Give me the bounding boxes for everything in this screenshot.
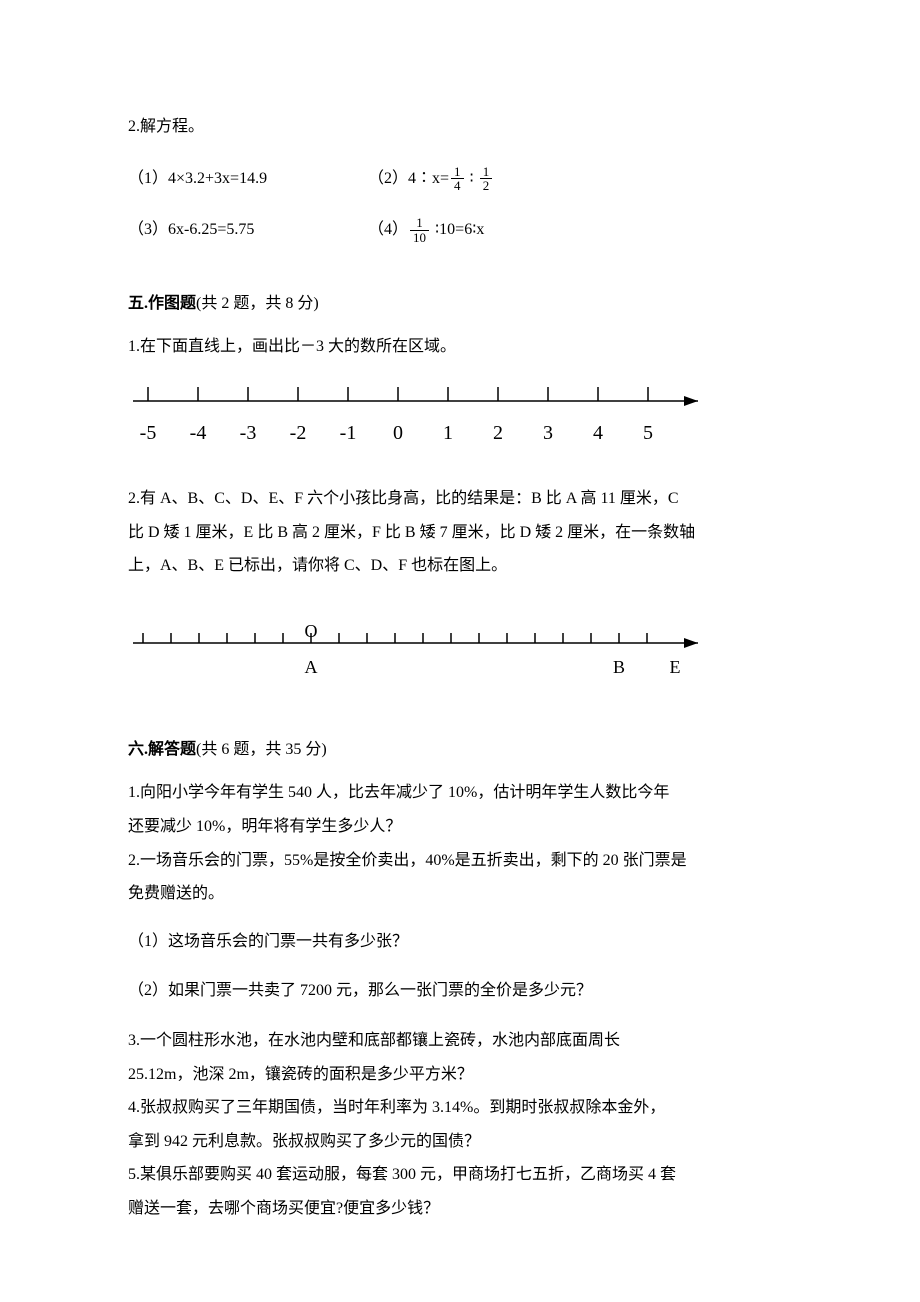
- s5-q2-line2: 比 D 矮 1 厘米，E 比 B 高 2 厘米，F 比 B 矮 7 厘米，比 D…: [128, 516, 800, 550]
- axis-label-O: O: [305, 613, 318, 651]
- q2-heading: 2.解方程。: [128, 110, 800, 144]
- frac-num: 1: [480, 165, 493, 180]
- axis-label: 1: [443, 412, 453, 454]
- s6-q5-line1: 5.某俱乐部要购买 40 套运动服，每套 300 元，甲商场打七五折，乙商场买 …: [128, 1158, 800, 1192]
- section-5-sub: (共 2 题，共 8 分): [196, 295, 319, 312]
- s6-q2-line2: 免费赠送的。: [128, 877, 800, 911]
- axis-label: 5: [643, 412, 653, 454]
- section-5-heading: 五.作图题(共 2 题，共 8 分): [128, 287, 800, 321]
- eq-1: （1）4×3.2+3x=14.9: [128, 162, 368, 196]
- s6-q3-line2: 25.12m，池深 2m，镶瓷砖的面积是多少平方米？: [128, 1058, 800, 1092]
- s5-q1: 1.在下面直线上，画出比－3 大的数所在区域。: [128, 330, 800, 364]
- s5-q2: 2.有 A、B、C、D、E、F 六个小孩比身高，比的结果是：B 比 A 高 11…: [128, 482, 800, 583]
- axis-label: -1: [340, 412, 357, 454]
- axis-label: -3: [240, 412, 257, 454]
- eq2-mid: ∶: [466, 170, 478, 187]
- s6-q1-line2: 还要减少 10%，明年将有学生多少人？: [128, 810, 800, 844]
- s6-q4-line1: 4.张叔叔购买了三年期国债，当时年利率为 3.14%。到期时张叔叔除本金外，: [128, 1091, 800, 1125]
- axis-label: 4: [593, 412, 603, 454]
- eq4-post: ∶10=6∶x: [431, 221, 484, 238]
- s6-q3-line1: 3.一个圆柱形水池，在水池内壁和底部都镶上瓷砖，水池内部底面周长: [128, 1024, 800, 1058]
- axis-label: 3: [543, 412, 553, 454]
- section-5-title: 五.作图题: [128, 295, 196, 312]
- number-line-1: -5 -4 -3 -2 -1 012345: [128, 386, 800, 456]
- eq2-pre: （2）4∶x=: [368, 170, 449, 187]
- eq4-pre: （4）: [368, 221, 408, 238]
- axis-label: -5: [140, 412, 157, 454]
- frac-num: 1: [410, 216, 429, 231]
- s6-q2-sub1: （1）这场音乐会的门票一共有多少张？: [128, 925, 800, 959]
- fraction-1-10: 110: [410, 216, 429, 244]
- s6-q5-line2: 赠送一套，去哪个商场买便宜?便宜多少钱？: [128, 1192, 800, 1226]
- axis-label: -4: [190, 412, 207, 454]
- eq-3: （3）6x-6.25=5.75: [128, 213, 368, 247]
- s5-q2-line3: 上，A、B、E 已标出，请你将 C、D、F 也标在图上。: [128, 549, 800, 583]
- s6-q1-line1: 1.向阳小学今年有学生 540 人，比去年减少了 10%，估计明年学生人数比今年: [128, 776, 800, 810]
- s6-q2-line1: 2.一场音乐会的门票，55%是按全价卖出，40%是五折卖出，剩下的 20 张门票…: [128, 844, 800, 878]
- axis-label: 0: [393, 412, 403, 454]
- frac-den: 4: [451, 179, 464, 193]
- eq-2: （2）4∶x=14 ∶ 12: [368, 162, 494, 196]
- number-line-2: OA B E: [128, 613, 800, 693]
- axis-label-E: E: [670, 649, 681, 687]
- fraction-1-2: 12: [480, 165, 493, 193]
- s6-q3: 3.一个圆柱形水池，在水池内壁和底部都镶上瓷砖，水池内部底面周长 25.12m，…: [128, 1024, 800, 1091]
- s5-q2-line1: 2.有 A、B、C、D、E、F 六个小孩比身高，比的结果是：B 比 A 高 11…: [128, 482, 800, 516]
- s6-q2-sub2: （2）如果门票一共卖了 7200 元，那么一张门票的全价是多少元？: [128, 974, 800, 1008]
- frac-num: 1: [451, 165, 464, 180]
- frac-den: 10: [410, 231, 429, 245]
- axis-label: -2: [290, 412, 307, 454]
- s6-q1: 1.向阳小学今年有学生 540 人，比去年减少了 10%，估计明年学生人数比今年…: [128, 776, 800, 843]
- s6-q4: 4.张叔叔购买了三年期国债，当时年利率为 3.14%。到期时张叔叔除本金外， 拿…: [128, 1091, 800, 1158]
- s6-q2: 2.一场音乐会的门票，55%是按全价卖出，40%是五折卖出，剩下的 20 张门票…: [128, 844, 800, 911]
- axis-label: 2: [493, 412, 503, 454]
- eq-4: （4）110 ∶10=6∶x: [368, 213, 484, 247]
- equation-row-2: （3）6x-6.25=5.75 （4）110 ∶10=6∶x: [128, 213, 800, 247]
- axis-label-B: B: [613, 649, 625, 687]
- section-6-title: 六.解答题: [128, 741, 196, 758]
- fraction-1-4: 14: [451, 165, 464, 193]
- equation-row-1: （1）4×3.2+3x=14.9 （2）4∶x=14 ∶ 12: [128, 162, 800, 196]
- s6-q4-line2: 拿到 942 元利息款。张叔叔购买了多少元的国债？: [128, 1125, 800, 1159]
- frac-den: 2: [480, 179, 493, 193]
- axis-label-A: A: [305, 649, 318, 687]
- section-6-sub: (共 6 题，共 35 分): [196, 741, 327, 758]
- s6-q5: 5.某俱乐部要购买 40 套运动服，每套 300 元，甲商场打七五折，乙商场买 …: [128, 1158, 800, 1225]
- section-6-heading: 六.解答题(共 6 题，共 35 分): [128, 733, 800, 767]
